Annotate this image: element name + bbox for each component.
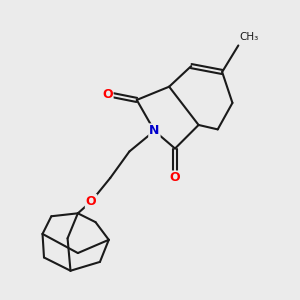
Text: CH₃: CH₃ <box>240 32 259 42</box>
Text: N: N <box>149 124 160 137</box>
Text: O: O <box>102 88 112 100</box>
Text: O: O <box>86 195 96 208</box>
Text: O: O <box>170 172 180 184</box>
